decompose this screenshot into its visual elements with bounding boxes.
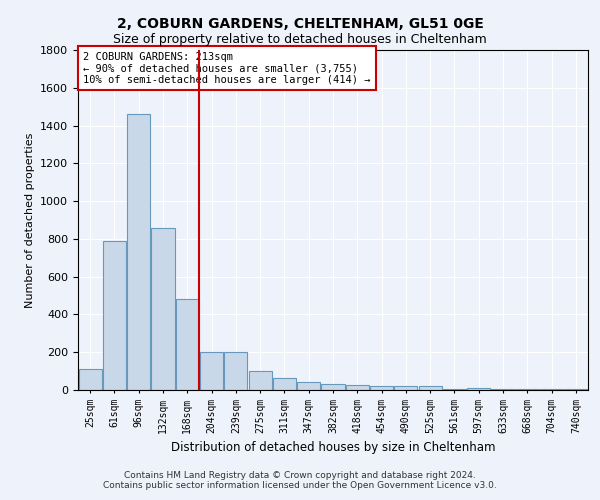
Bar — [419, 386, 442, 390]
X-axis label: Distribution of detached houses by size in Cheltenham: Distribution of detached houses by size … — [171, 441, 495, 454]
Text: Size of property relative to detached houses in Cheltenham: Size of property relative to detached ho… — [113, 32, 487, 46]
Bar — [443, 389, 466, 390]
Bar — [540, 389, 563, 390]
Bar — [370, 386, 393, 390]
Text: 2, COBURN GARDENS, CHELTENHAM, GL51 0GE: 2, COBURN GARDENS, CHELTENHAM, GL51 0GE — [116, 18, 484, 32]
Bar — [273, 378, 296, 390]
Bar — [79, 369, 101, 390]
Bar — [467, 388, 490, 390]
Bar — [394, 386, 418, 390]
Bar — [297, 382, 320, 390]
Y-axis label: Number of detached properties: Number of detached properties — [25, 132, 35, 308]
Bar — [565, 389, 587, 390]
Bar — [322, 384, 344, 390]
Bar — [103, 241, 126, 390]
Bar — [346, 386, 369, 390]
Bar — [127, 114, 150, 390]
Bar — [200, 352, 223, 390]
Bar — [151, 228, 175, 390]
Bar — [491, 389, 515, 390]
Text: 2 COBURN GARDENS: 213sqm
← 90% of detached houses are smaller (3,755)
10% of sem: 2 COBURN GARDENS: 213sqm ← 90% of detach… — [83, 52, 371, 85]
Bar — [224, 352, 247, 390]
Text: Contains HM Land Registry data © Crown copyright and database right 2024.
Contai: Contains HM Land Registry data © Crown c… — [103, 470, 497, 490]
Bar — [516, 389, 539, 390]
Bar — [176, 300, 199, 390]
Bar — [248, 371, 272, 390]
